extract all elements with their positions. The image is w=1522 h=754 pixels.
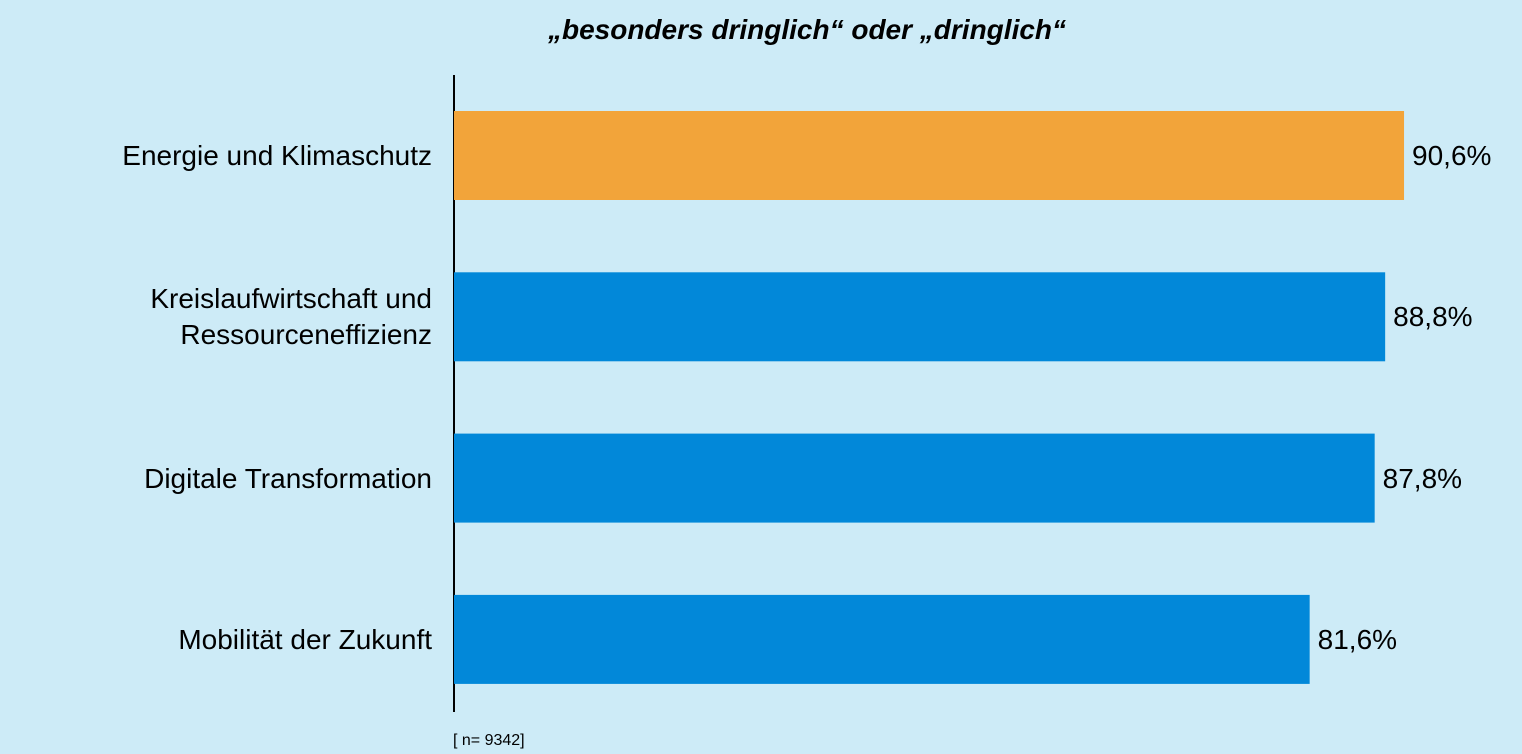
value-label: 87,8%: [1382, 462, 1463, 494]
value-label: 81,6%: [1317, 623, 1398, 655]
value-label: 90,6%: [1412, 140, 1492, 171]
bar: [454, 594, 1310, 684]
category-label: Kreislaufwirtschaft und Ressourceneffizi…: [150, 283, 432, 351]
footnote: [ n= 9342]: [453, 732, 525, 749]
value-label: 88,8%: [1393, 301, 1473, 333]
category-label: Energie und Klimaschutz: [122, 140, 432, 171]
chart-title: „besonders dringlich“ oder „dringlich“: [547, 14, 1067, 45]
bar: [454, 433, 1375, 523]
category-label: Digitale Transformation: [144, 462, 432, 494]
bar: [454, 111, 1405, 200]
bar: [454, 272, 1386, 362]
category-label: Mobilität der Zukunft: [178, 623, 432, 655]
